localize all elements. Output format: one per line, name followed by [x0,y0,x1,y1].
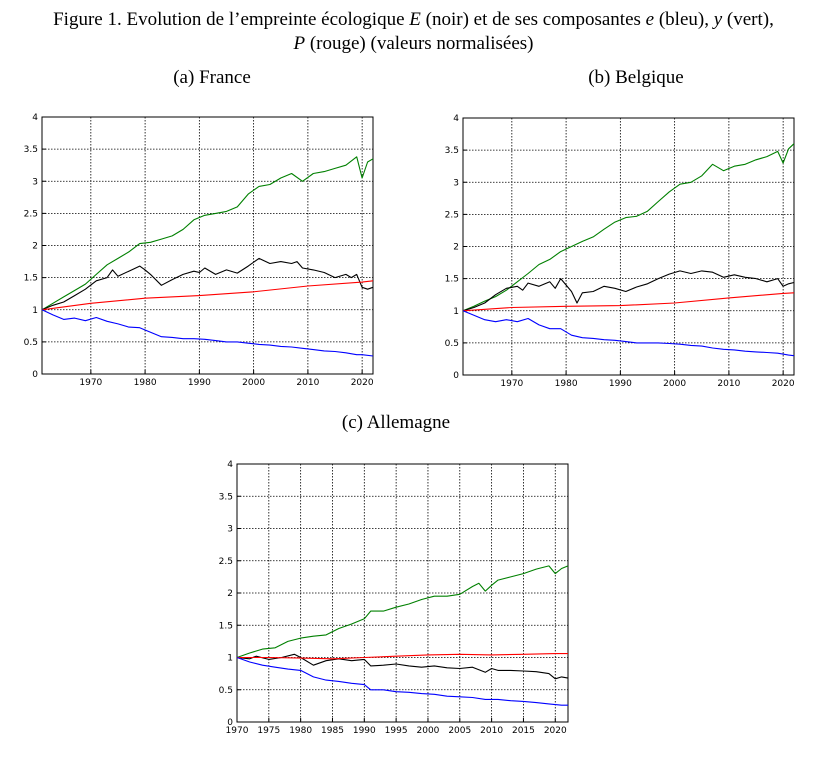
x-tick-label: 1990 [188,378,211,388]
figure-caption: Figure 1. Evolution de l’empreinte écolo… [0,8,827,56]
y-tick-label: 3.5 [24,145,38,155]
caption-text: (rouge) (valeurs normalisées) [305,33,534,54]
panel-title-allemagne: (c) Allemagne [341,412,451,433]
x-tick-label: 1980 [289,726,312,736]
x-tick-label: 1990 [609,379,632,389]
caption-line-1: Figure 1. Evolution de l’empreinte écolo… [0,8,827,32]
y-tick-label: 0 [453,371,459,381]
series-line-y [236,565,569,659]
x-tick-label: 2020 [544,726,567,736]
y-tick-label: 1.5 [219,621,233,631]
panel-title-belgique: (b) Belgique [588,67,684,88]
y-tick-label: 1 [453,307,459,317]
y-tick-label: 4 [32,113,38,123]
series-line-E [41,257,374,311]
series-line-P [237,653,568,660]
series-line-E [236,653,569,680]
series-line-y [462,143,795,312]
y-tick-label: 3.5 [219,492,233,502]
panel-belgique: 1970 1980 1990 2000 2010 2020 0 0.5 1 1.5 2 2.5 3 3.5… [445,114,795,389]
y-tick-label: 2 [453,243,459,253]
x-tick-label: 1970 [79,378,102,388]
panel-france: 1970 1980 1990 2000 2010 2020 0 0.5 1 1.5 2 2.5 3 3.5… [24,113,374,388]
x-tick-label: 1985 [321,726,344,736]
panel-title-france: (a) France [173,67,251,88]
x-tick-label: 2010 [296,378,319,388]
series-line-e [462,310,795,357]
x-tick-label: 2000 [663,379,686,389]
x-tick-label: 2020 [772,379,795,389]
series-line-P [462,292,795,312]
x-tick-label: 1980 [555,379,578,389]
caption-symbol-e: e [645,9,655,30]
y-tick-label: 2.5 [445,210,459,220]
y-tick-label: 0.5 [445,339,459,349]
x-tick-label: 1990 [353,726,376,736]
x-tick-label: 1970 [500,379,523,389]
caption-symbol-y: y [713,9,723,30]
x-tick-label: 1975 [257,726,280,736]
series-line-e [236,656,568,706]
x-tick-label: 1980 [134,378,157,388]
y-tick-label: 2.5 [24,209,38,219]
y-tick-label: 0.5 [24,338,38,348]
y-tick-label: 2 [32,242,38,252]
caption-text: (bleu), [654,9,714,30]
series-line-E [462,270,795,312]
y-tick-label: 3 [32,177,38,187]
x-tick-label: 2005 [448,726,471,736]
y-tick-label: 4 [453,114,459,124]
x-tick-label: 2000 [417,726,440,736]
x-tick-label: 2010 [717,379,740,389]
x-tick-label: 2020 [351,378,374,388]
y-tick-label: 1.5 [445,275,459,285]
y-tick-label: 2 [227,589,233,599]
caption-text: (noir) et de ses composantes [420,9,646,30]
series-line-e [41,309,374,357]
x-tick-label: 2010 [480,726,503,736]
y-tick-label: 0 [32,370,38,380]
x-tick-label: 1970 [226,726,249,736]
x-tick-label: 2000 [242,378,265,388]
y-tick-label: 1 [227,654,233,664]
caption-text: (vert), [722,9,774,30]
y-tick-label: 1.5 [24,274,38,284]
y-tick-label: 3 [227,525,233,535]
caption-line-2: P (rouge) (valeurs normalisées) [0,32,827,56]
y-tick-label: 0 [227,718,233,728]
y-tick-label: 1 [32,306,38,316]
caption-symbol-E: E [409,9,421,30]
caption-text: Figure 1. Evolution de l’empreinte écolo… [53,9,410,30]
panel-allemagne: 1970 1975 1980 1985 1990 1995 2000 2005 2010 2015… [219,460,569,736]
y-tick-label: 4 [227,460,233,470]
series-line-y [41,156,374,311]
y-tick-label: 2.5 [219,557,233,567]
series-line-P [41,280,374,311]
caption-symbol-P: P [293,33,306,54]
y-tick-label: 3.5 [445,146,459,156]
y-tick-label: 0.5 [219,686,233,696]
x-tick-label: 1995 [385,726,408,736]
x-tick-label: 2015 [512,726,535,736]
y-tick-label: 3 [453,178,459,188]
